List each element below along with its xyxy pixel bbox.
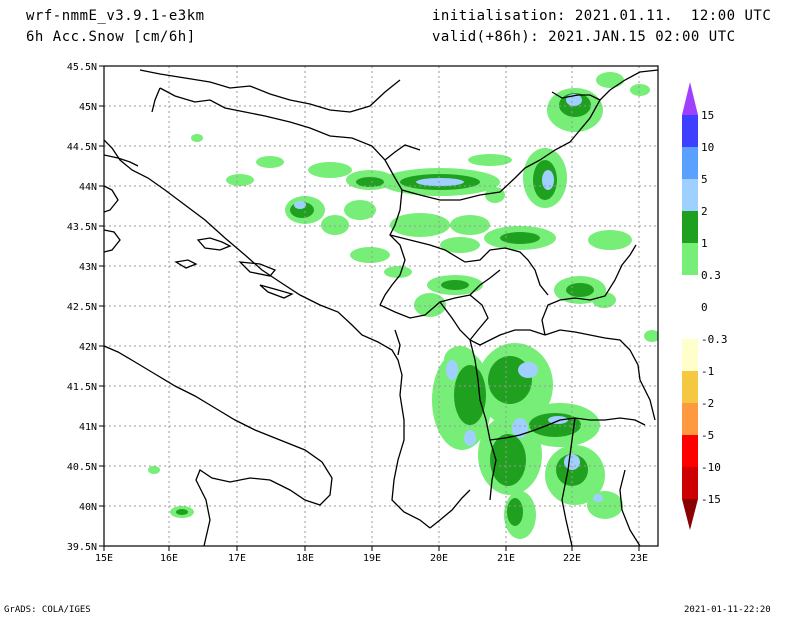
axis-ticks <box>99 65 640 551</box>
longitude-labels: 15E 16E 17E 18E 19E 20E 21E 22E 23E <box>95 553 648 564</box>
colorbar-swatch <box>682 115 698 147</box>
lat-label: 42N <box>79 342 97 353</box>
colorbar-top-arrow <box>682 82 698 115</box>
colorbar-label: 5 <box>701 173 708 186</box>
lon-label: 22E <box>563 553 581 564</box>
lat-label: 45.5N <box>67 62 97 73</box>
colorbar-label: 0 <box>701 301 708 314</box>
colorbar-label: -5 <box>701 429 714 442</box>
colorbar-swatch <box>682 179 698 211</box>
lat-label: 42.5N <box>67 302 97 313</box>
colorbar-swatch <box>682 243 698 275</box>
colorbar-label: 2 <box>701 205 708 218</box>
latitude-labels: 45.5N 45N 44.5N 44N 43.5N 43N 42.5N 42N … <box>67 62 97 553</box>
colorbar-swatch <box>682 211 698 243</box>
colorbar-label: 15 <box>701 109 714 122</box>
valid-time: valid(+86h): 2021.JAN.15 02:00 UTC <box>432 29 736 45</box>
lon-label: 16E <box>160 553 178 564</box>
colorbar-label: -10 <box>701 461 721 474</box>
colorbar-swatch <box>682 275 698 339</box>
lon-label: 20E <box>430 553 448 564</box>
lon-label: 18E <box>296 553 314 564</box>
lat-label: 45N <box>79 102 97 113</box>
lon-label: 17E <box>228 553 246 564</box>
colorbar-label: -2 <box>701 397 714 410</box>
colorbar-swatch <box>682 339 698 371</box>
lat-label: 40.5N <box>67 462 97 473</box>
lat-label: 41.5N <box>67 382 97 393</box>
colorbar-label: -15 <box>701 493 721 506</box>
colorbar-swatch <box>682 371 698 403</box>
model-title: wrf-nmmE_v3.9.1-e3km <box>26 8 205 24</box>
colorbar-label: -1 <box>701 365 714 378</box>
lon-label: 19E <box>363 553 381 564</box>
colorbar-bottom-arrow <box>682 499 698 530</box>
field-title: 6h Acc.Snow [cm/6h] <box>26 29 196 45</box>
colorbar-label: 1 <box>701 237 708 250</box>
colorbar-swatch <box>682 403 698 435</box>
footer-credit: GrADS: COLA/IGES <box>4 605 91 615</box>
lat-label: 44.5N <box>67 142 97 153</box>
lat-label: 43.5N <box>67 222 97 233</box>
lon-label: 15E <box>95 553 113 564</box>
lon-label: 23E <box>630 553 648 564</box>
colorbar-swatch <box>682 435 698 467</box>
lat-label: 41N <box>79 422 97 433</box>
graticule <box>104 66 658 546</box>
lat-label: 39.5N <box>67 542 97 553</box>
lat-label: 44N <box>79 182 97 193</box>
colorbar-labels: 15 10 5 2 1 0.3 0 -0.3 -1 -2 -5 -10 -15 <box>701 109 728 506</box>
colorbar-label: 0.3 <box>701 269 721 282</box>
lat-label: 40N <box>79 502 97 513</box>
coastlines-borders <box>104 69 658 546</box>
colorbar-label: 10 <box>701 141 714 154</box>
colorbar-swatch <box>682 147 698 179</box>
colorbar-label: -0.3 <box>701 333 728 346</box>
snow-field-layer <box>148 72 658 539</box>
footer-timestamp: 2021-01-11-22:20 <box>684 605 771 615</box>
colorbar-swatch <box>682 467 698 499</box>
lat-label: 43N <box>79 262 97 273</box>
init-time: initialisation: 2021.01.11. 12:00 UTC <box>432 8 772 24</box>
lon-label: 21E <box>497 553 515 564</box>
colorbar <box>682 82 698 530</box>
